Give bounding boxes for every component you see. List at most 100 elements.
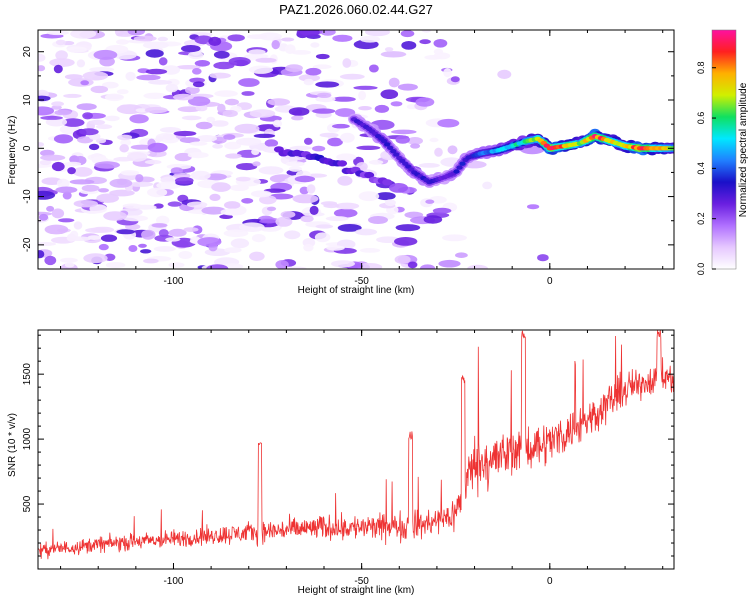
spectrogram-noise-cell xyxy=(77,136,94,144)
spectrogram-noise-cell xyxy=(73,167,93,177)
y-tick-label: 10 xyxy=(22,94,33,106)
x-tick-label: -100 xyxy=(163,576,183,587)
spectrogram-noise-cell xyxy=(38,53,46,62)
spectrogram-noise-cell xyxy=(253,133,276,138)
spectrogram-noise-cell xyxy=(73,200,99,208)
spectrogram-noise-cell xyxy=(425,199,435,204)
spectrogram-noise-cell xyxy=(400,30,415,38)
spectrogram-noise-cell xyxy=(415,97,435,107)
spectrogram-noise-cell xyxy=(90,85,109,94)
spectrogram-noise-cell xyxy=(135,174,144,183)
spectrogram-noise-cell xyxy=(217,103,226,113)
spectrogram-noise-cell xyxy=(397,83,418,91)
spectrogram-noise-cell xyxy=(438,259,461,268)
spectrogram-noise-cell xyxy=(482,181,493,190)
spectrogram-noise-cell xyxy=(61,118,85,127)
spectrogram-noise-cell xyxy=(309,205,319,215)
spectrogram-noise-cell xyxy=(327,137,343,147)
spectrogram-noise-cell xyxy=(288,107,310,116)
spectrogram-noise-cell xyxy=(120,139,131,146)
spectrogram-noise-cell xyxy=(369,64,379,73)
spectrogram-noise-cell xyxy=(55,186,78,194)
spectrogram-noise-cell xyxy=(117,134,133,141)
spectrogram-ridge-cell xyxy=(387,145,394,150)
spectrogram-noise-cell xyxy=(224,247,242,254)
spectrogram-noise-cell xyxy=(156,181,181,190)
spectrogram-noise-cell xyxy=(251,234,266,243)
spectrogram-noise-cell xyxy=(241,91,255,96)
spectrogram-noise-cell xyxy=(104,115,120,122)
spectrogram-noise-cell xyxy=(358,106,372,111)
spectrogram-noise-cell xyxy=(80,80,89,86)
spectrogram-noise-cell xyxy=(64,74,83,80)
spectrogram-noise-cell xyxy=(267,98,291,106)
spectrogram-noise-cell xyxy=(105,262,126,269)
spectrogram-noise-cell xyxy=(66,236,92,241)
spectrogram-noise-cell xyxy=(170,167,183,175)
spectrogram-noise-cell xyxy=(272,119,282,128)
spectrogram-noise-cell xyxy=(380,89,399,99)
spectrogram-noise-cell xyxy=(249,109,276,118)
spectrogram-noise-cell xyxy=(424,55,442,60)
spectrogram-noise-cell xyxy=(148,79,173,85)
spectrogram-noise-cell xyxy=(421,30,432,33)
spectrogram-noise-cell xyxy=(174,152,192,162)
spectrogram-noise-cell xyxy=(63,161,82,167)
colorbar-ramp xyxy=(712,30,736,269)
colorbar-tick-label: 0.6 xyxy=(696,112,706,125)
spectrogram-noise-cell xyxy=(239,222,265,232)
spectrogram-noise-cell xyxy=(355,228,378,236)
spectrogram-noise-cell xyxy=(527,204,540,210)
spectrogram-noise-cell xyxy=(116,39,129,45)
spectrogram-x-axis: -100 -50 0 xyxy=(60,30,664,287)
x-tick-label: -50 xyxy=(354,576,369,587)
spectrogram-noise-cell xyxy=(305,67,322,76)
spectrogram-noise-cell xyxy=(315,53,330,60)
spectrogram-noise-cell xyxy=(165,83,179,93)
spectrogram-ridge-cell xyxy=(459,161,466,166)
spectrogram-noise-cell xyxy=(401,41,417,50)
spectrogram-noise-cell xyxy=(358,90,367,101)
spectrogram-noise-cell xyxy=(315,224,334,229)
spectrogram-ridge-cell xyxy=(384,142,391,147)
spectrogram-noise-cell xyxy=(129,114,149,124)
spectrogram-noise-cell xyxy=(120,170,140,176)
spectrogram-noise-cell xyxy=(227,34,245,42)
spectrogram-noise-cell xyxy=(44,255,57,266)
spectrogram-noise-cell xyxy=(53,134,74,144)
spectrogram-noise-cell xyxy=(38,106,55,116)
spectrogram-noise-cell xyxy=(195,104,208,112)
spectrogram-noise-cell xyxy=(357,263,383,269)
spectrogram-noise-cell xyxy=(390,101,403,107)
spectrogram-noise-cell xyxy=(420,264,436,269)
spectrogram-track-cell xyxy=(337,160,348,167)
spectrogram-x-label: Height of straight line (km) xyxy=(298,285,415,296)
y-tick-label: 1500 xyxy=(22,363,33,386)
spectrogram-noise-cell xyxy=(63,93,82,98)
spectrogram-noise-cell xyxy=(248,65,274,74)
spectrogram-noise-cell xyxy=(332,96,356,102)
spectrogram-noise-cell xyxy=(225,153,242,159)
spectrogram-noise-cell xyxy=(335,108,356,117)
spectrogram-noise-cell xyxy=(395,135,410,144)
spectrogram-noise-cell xyxy=(368,159,384,165)
spectrogram-noise-cell xyxy=(337,175,353,186)
spectrogram-noise-cell xyxy=(208,36,222,47)
spectrogram-noise-cell xyxy=(39,159,52,166)
spectrogram-noise-cell xyxy=(81,184,100,192)
spectrogram-noise-cell xyxy=(291,50,312,55)
spectrogram-noise-cell xyxy=(394,255,411,264)
spectrogram-noise-cell xyxy=(176,65,201,70)
spectrogram-noise-cell xyxy=(230,238,250,249)
spectrogram-noise-cell xyxy=(136,74,161,81)
spectrogram-noise-cell xyxy=(419,39,431,45)
spectrogram-track-cell xyxy=(364,171,375,179)
spectrogram-noise-cell xyxy=(168,262,185,268)
spectrogram-noise-cell xyxy=(189,141,208,146)
spectrogram-noise-cell xyxy=(57,218,75,223)
spectrogram-noise-cell xyxy=(365,30,390,37)
spectrogram-noise-cell xyxy=(143,258,159,264)
spectrogram-noise-cell xyxy=(46,205,55,212)
spectrogram-noise-cell xyxy=(91,226,115,233)
spectrogram-noise-cell xyxy=(96,193,119,203)
